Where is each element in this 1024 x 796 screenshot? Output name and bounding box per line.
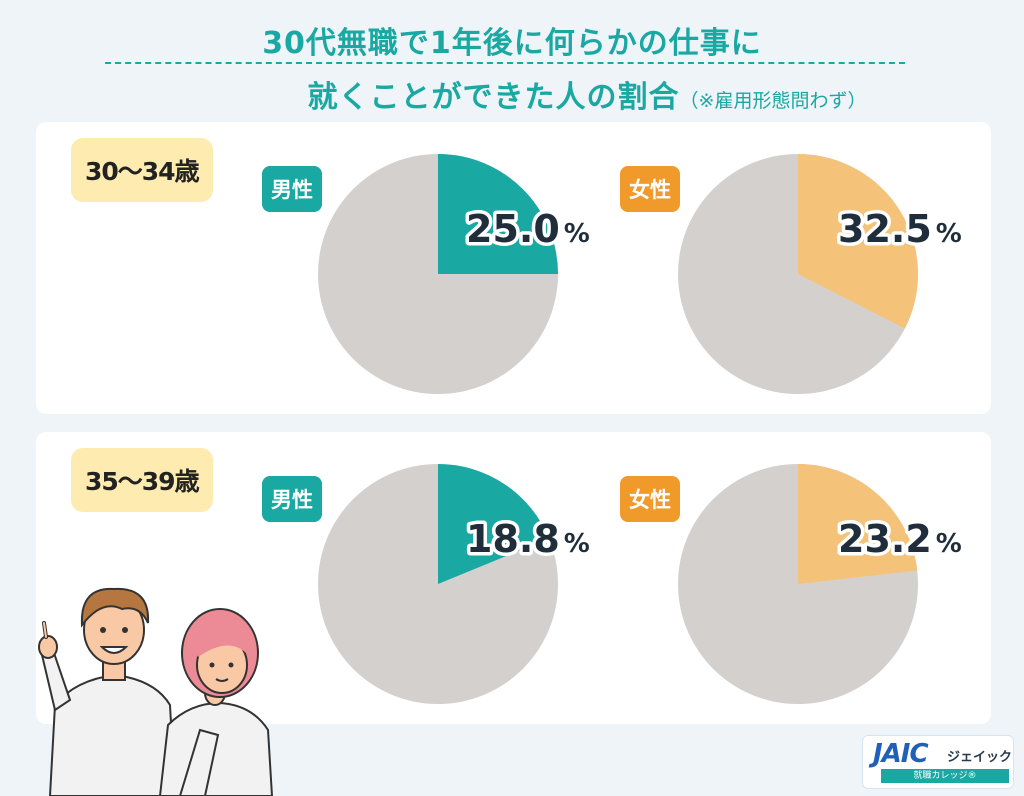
female-label: 女性 xyxy=(620,476,680,522)
chart-title-line2-text: 就くことができた人の割合 xyxy=(307,80,680,115)
male-label: 男性 xyxy=(262,476,322,522)
age-group-label: 35〜39歳 xyxy=(71,448,213,512)
pie-percent-label: 32.5% xyxy=(838,207,962,251)
pie-percent-unit: % xyxy=(936,529,962,559)
male-label: 男性 xyxy=(262,166,322,212)
pie-slice-highlight xyxy=(798,464,918,584)
logo-mark: JAIC xyxy=(873,739,929,769)
pie-percent-label: 23.2% xyxy=(838,517,962,561)
pie-slice-highlight xyxy=(438,154,558,274)
pie-percent-unit: % xyxy=(564,529,590,559)
company-logo: JAIC ジェイック 就職カレッジ® xyxy=(862,735,1014,789)
pie-percent-unit: % xyxy=(564,219,590,249)
chart-title-line1: 30代無職で1年後に何らかの仕事に xyxy=(262,26,762,61)
pie-chart-male-30-34: 25.0% xyxy=(318,154,593,394)
chart-title-line2: 就くことができた人の割合（※雇用形態問わず） xyxy=(150,72,1024,116)
pie-percent-value: 25.0 xyxy=(466,207,560,251)
pie-percent-value: 18.8 xyxy=(466,517,560,561)
pie-percent-unit: % xyxy=(936,219,962,249)
chart-title-note: （※雇用形態問わず） xyxy=(679,90,867,112)
logo-subtitle: 就職カレッジ® xyxy=(881,769,1009,783)
logo-kana: ジェイック xyxy=(947,750,1013,765)
pie-slice-highlight xyxy=(438,464,550,584)
pie-chart-female-35-39: 23.2% xyxy=(678,464,965,704)
pie-percent-label: 18.8% xyxy=(466,517,590,561)
pie-percent-value: 32.5 xyxy=(838,207,932,251)
pie-slice-highlight xyxy=(798,154,918,329)
age-panel-30-34: 30〜34歳 男性 25.0% 女性 32.5% xyxy=(36,122,991,414)
female-label: 女性 xyxy=(620,166,680,212)
people-illustration xyxy=(38,587,274,796)
title-divider xyxy=(105,62,905,64)
pie-percent-label: 25.0% xyxy=(466,207,590,251)
age-panel-35-39: 35〜39歳 男性 18.8% 女性 23.2% xyxy=(36,432,991,724)
age-group-label: 30〜34歳 xyxy=(71,138,213,202)
pie-percent-value: 23.2 xyxy=(838,517,932,561)
pie-chart-female-30-34: 32.5% xyxy=(678,154,965,394)
pie-chart-male-35-39: 18.8% xyxy=(318,464,593,704)
